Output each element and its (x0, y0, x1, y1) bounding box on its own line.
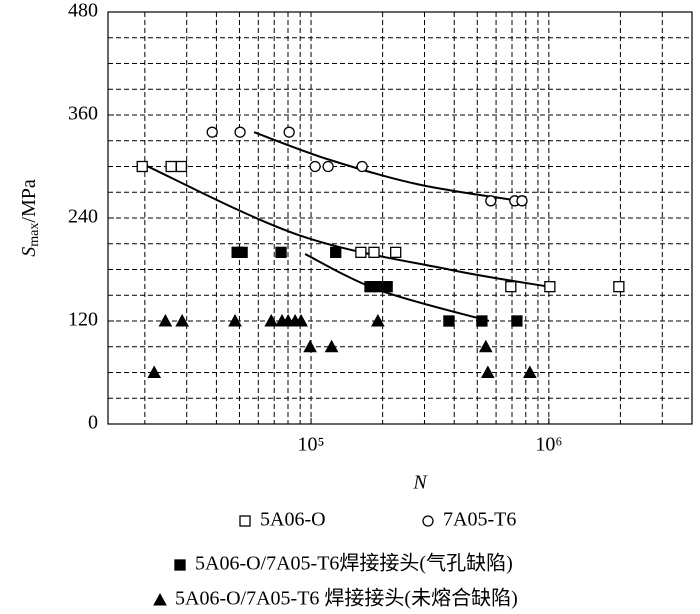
fit-curve (253, 131, 520, 202)
legend-marker (174, 559, 186, 571)
fit-curve (304, 253, 490, 322)
point (136, 160, 148, 173)
x-axis-label: N (412, 472, 428, 494)
point (356, 160, 368, 173)
y-tick-label: 360 (68, 103, 98, 125)
point (505, 281, 517, 293)
legend-label: 5A06-O/7A05-T6焊接接头(气孔缺陷) (195, 552, 513, 575)
point (175, 313, 189, 327)
point (275, 246, 287, 258)
y-tick-label: 120 (68, 309, 98, 331)
point (511, 315, 523, 327)
point (236, 246, 248, 258)
point (309, 160, 321, 173)
point (355, 246, 367, 258)
y-tick-label: 480 (68, 0, 98, 22)
point (478, 339, 493, 353)
point (228, 313, 242, 327)
point (234, 126, 246, 138)
point (613, 281, 625, 293)
y-label-unit: /MPa (18, 179, 40, 222)
legend-marker (422, 515, 434, 527)
point (283, 126, 295, 138)
point (544, 281, 556, 293)
point (264, 313, 279, 327)
point (175, 160, 188, 173)
point (381, 281, 393, 293)
point (371, 313, 385, 327)
y-axis-label: Smax/MPa (18, 179, 43, 257)
point (322, 160, 334, 173)
legend-marker (153, 592, 167, 606)
point (481, 365, 495, 378)
point (516, 195, 528, 207)
point (485, 195, 497, 207)
point (324, 339, 339, 353)
x-tick-label: 10⁵ (298, 434, 325, 456)
x-tick-label: 10⁶ (535, 434, 562, 456)
y-tick-label: 240 (68, 206, 98, 228)
point (147, 365, 162, 378)
y-label-sub: max (27, 223, 42, 247)
legend-label: 5A06-O/7A05-T6 焊接接头(未熔合缺陷) (175, 587, 518, 610)
point (443, 315, 455, 327)
point (165, 160, 177, 173)
point (206, 126, 218, 138)
legend-label: 7A05-T6 (443, 509, 516, 531)
legend-label: 5A06-O (260, 509, 326, 531)
fit-curve (143, 163, 550, 288)
y-label-symbol: S (18, 247, 40, 257)
legend-marker (239, 515, 251, 527)
point (303, 339, 317, 353)
point (158, 313, 173, 327)
y-tick-label: 0 (88, 412, 98, 434)
point (476, 315, 488, 327)
point (390, 246, 402, 258)
point (522, 365, 537, 378)
point (368, 246, 380, 258)
point (294, 313, 308, 327)
point (330, 246, 342, 258)
